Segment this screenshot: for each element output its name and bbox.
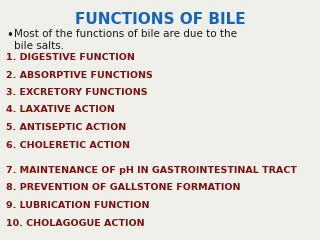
Text: 9. LUBRICATION FUNCTION: 9. LUBRICATION FUNCTION [6,201,149,210]
Text: 1. DIGESTIVE FUNCTION: 1. DIGESTIVE FUNCTION [6,53,135,62]
Text: 3. EXCRETORY FUNCTIONS: 3. EXCRETORY FUNCTIONS [6,88,148,97]
Text: 4. LAXATIVE ACTION: 4. LAXATIVE ACTION [6,106,115,114]
Text: Most of the functions of bile are due to the
bile salts.: Most of the functions of bile are due to… [14,29,237,51]
Text: 2. ABSORPTIVE FUNCTIONS: 2. ABSORPTIVE FUNCTIONS [6,71,153,79]
Text: 7. MAINTENANCE OF pH IN GASTROINTESTINAL TRACT: 7. MAINTENANCE OF pH IN GASTROINTESTINAL… [6,166,297,175]
Text: •: • [6,29,13,42]
Text: 10. CHOLAGOGUE ACTION: 10. CHOLAGOGUE ACTION [6,218,145,228]
Text: 6. CHOLERETIC ACTION: 6. CHOLERETIC ACTION [6,140,130,150]
Text: 5. ANTISEPTIC ACTION: 5. ANTISEPTIC ACTION [6,123,126,132]
Text: FUNCTIONS OF BILE: FUNCTIONS OF BILE [75,12,245,27]
Text: 8. PREVENTION OF GALLSTONE FORMATION: 8. PREVENTION OF GALLSTONE FORMATION [6,184,241,192]
